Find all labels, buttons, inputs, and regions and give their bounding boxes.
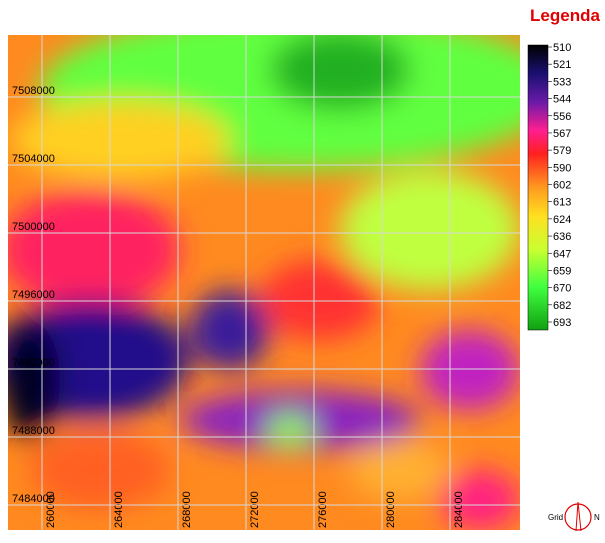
legend-value: 544: [553, 94, 571, 106]
y-coordinate-label: 7488000: [12, 425, 55, 437]
legend-value: 510: [553, 42, 571, 54]
x-coordinate-label: 280000: [385, 491, 397, 528]
legend-labels: 510 521 533 544 556 567 579 590 602 613 624 636 647 6…: [548, 42, 571, 329]
legend-value: 590: [553, 162, 571, 174]
x-coordinate-label: 276000: [317, 491, 329, 528]
coordinate-grid: 260000 264000 268000 272000 276000 280000 2840…: [8, 35, 520, 530]
legend-value: 693: [553, 317, 571, 329]
legend-title: Legenda: [530, 6, 600, 25]
legend-value: 602: [553, 180, 571, 192]
legend-value: 613: [553, 197, 571, 209]
y-coordinate-label: 7484000: [12, 493, 55, 505]
x-coordinate-label: 260000: [45, 491, 57, 528]
legend-value: 659: [553, 265, 571, 277]
x-coordinate-label: 284000: [453, 491, 465, 528]
x-coordinate-label: 268000: [181, 491, 193, 528]
north-arrow-right: N: [594, 513, 600, 522]
legend-value: 579: [553, 145, 571, 157]
north-arrow-left: Grid: [548, 513, 563, 522]
legend-value: 670: [553, 283, 571, 295]
legend-value: 636: [553, 231, 571, 243]
legend-value: 533: [553, 76, 571, 88]
y-coordinate-label: 7504000: [12, 153, 55, 165]
north-arrow: Grid N: [548, 501, 600, 532]
elevation-raster: [8, 35, 520, 530]
legend-value: 567: [553, 128, 571, 140]
legend-value: 556: [553, 111, 571, 123]
legend-color-ramp: [527, 44, 549, 331]
legend-value: 521: [553, 59, 571, 71]
legend-value: 647: [553, 248, 571, 260]
y-coordinate-label: 7508000: [12, 85, 55, 97]
legend-value: 624: [553, 214, 571, 226]
y-coordinate-label: 7496000: [12, 289, 55, 301]
x-coordinate-label: 264000: [113, 491, 125, 528]
y-coordinate-label: 7500000: [12, 221, 55, 233]
x-coordinate-label: 272000: [249, 491, 261, 528]
y-coordinate-label: 7492000: [12, 357, 55, 369]
legend-value: 682: [553, 300, 571, 312]
